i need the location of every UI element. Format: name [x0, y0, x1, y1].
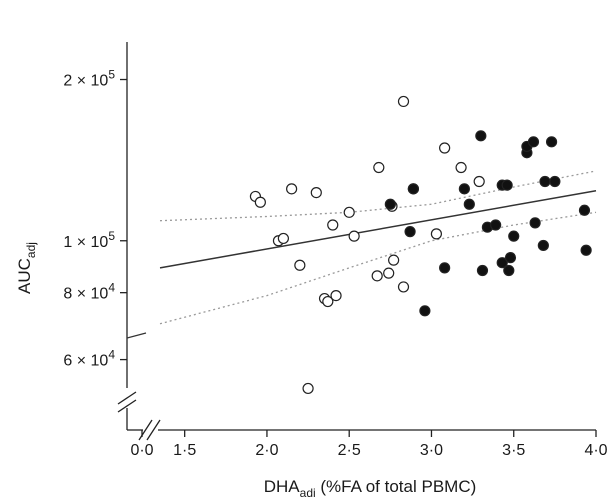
data-point-filled [503, 264, 515, 277]
y-tick-label: 1 × 105 [63, 229, 115, 251]
data-point-filled [490, 219, 502, 231]
data-point-open [397, 281, 410, 293]
x-tick-label: 2·5 [338, 442, 361, 459]
data-point-filled [407, 183, 419, 195]
data-point-open [383, 267, 395, 279]
data-point-filled [549, 175, 561, 188]
data-point-filled [537, 239, 549, 252]
x-tick-label: 2·0 [255, 442, 278, 459]
data-point-filled [508, 230, 520, 242]
x-tick-label: 0·0 [130, 442, 153, 459]
data-point-filled [496, 257, 508, 269]
data-point-filled [501, 179, 513, 191]
data-point-open [455, 161, 467, 174]
data-point-open [330, 289, 342, 302]
x-axis-title-rest: (%FA of total PBMC) [316, 477, 477, 496]
data-point-filled [545, 136, 558, 148]
data-point-filled [463, 198, 475, 210]
data-point-open [439, 142, 451, 154]
data-point-open [277, 232, 289, 245]
data-point-filled [419, 305, 431, 317]
data-point-open [254, 196, 266, 208]
data-point-open [302, 382, 314, 395]
data-point-filled [404, 226, 416, 238]
data-point-filled [529, 217, 541, 229]
data-point-filled [539, 175, 551, 188]
x-axis-title-subscript: adi [300, 486, 316, 498]
data-point-open [373, 161, 385, 174]
regression-line-stub [126, 332, 147, 339]
data-point-filled [580, 244, 592, 256]
ci-upper-line [159, 170, 597, 222]
data-point-open [397, 95, 410, 108]
data-point-filled [458, 183, 470, 195]
data-point-open [388, 254, 400, 266]
data-point-filled [439, 262, 451, 274]
data-point-filled [475, 130, 487, 142]
data-point-open [473, 175, 485, 188]
data-point-open [322, 295, 334, 308]
x-axis-break-mark [146, 419, 161, 441]
x-tick-label: 3·0 [420, 442, 443, 459]
y-tick-label: 6 × 104 [63, 348, 115, 370]
data-point-open [327, 219, 339, 231]
x-tick-label: 3·5 [502, 442, 525, 459]
data-point-open [348, 230, 360, 242]
y-axis-break-mark [117, 391, 137, 405]
data-point-open [430, 228, 443, 240]
x-tick-label: 4·0 [584, 442, 607, 459]
data-point-open [294, 259, 306, 271]
y-tick-label: 2 × 105 [63, 68, 115, 90]
data-point-filled [504, 252, 517, 264]
data-point-open [286, 183, 298, 195]
x-tick-label: 1·5 [173, 442, 196, 459]
x-axis-title-main: DHA [264, 477, 301, 496]
y-axis-title-subscript: adj [24, 242, 38, 258]
ci-lower-line [159, 211, 597, 325]
y-axis-title: AUCadj [15, 242, 38, 294]
y-axis-title-main: AUC [15, 258, 34, 294]
y-axis-break-mark [117, 399, 137, 413]
data-point-filled [578, 204, 591, 216]
data-point-open [343, 206, 355, 218]
data-point-filled [527, 136, 540, 148]
plot-area: 0·0 1·5 2·0 2·5 3·0 3·5 4·0 6 × 104 8 × 104 1 × 1… [63, 42, 608, 459]
data-point-open [371, 270, 383, 282]
y-tick-label: 8 × 104 [63, 281, 115, 303]
regression-line [159, 189, 597, 269]
data-point-open [310, 187, 322, 199]
x-axis-break-mark [138, 419, 153, 441]
x-axis-title: DHAadi (%FA of total PBMC) [264, 477, 477, 498]
data-point-filled [476, 264, 489, 277]
data-point-filled [384, 198, 396, 210]
